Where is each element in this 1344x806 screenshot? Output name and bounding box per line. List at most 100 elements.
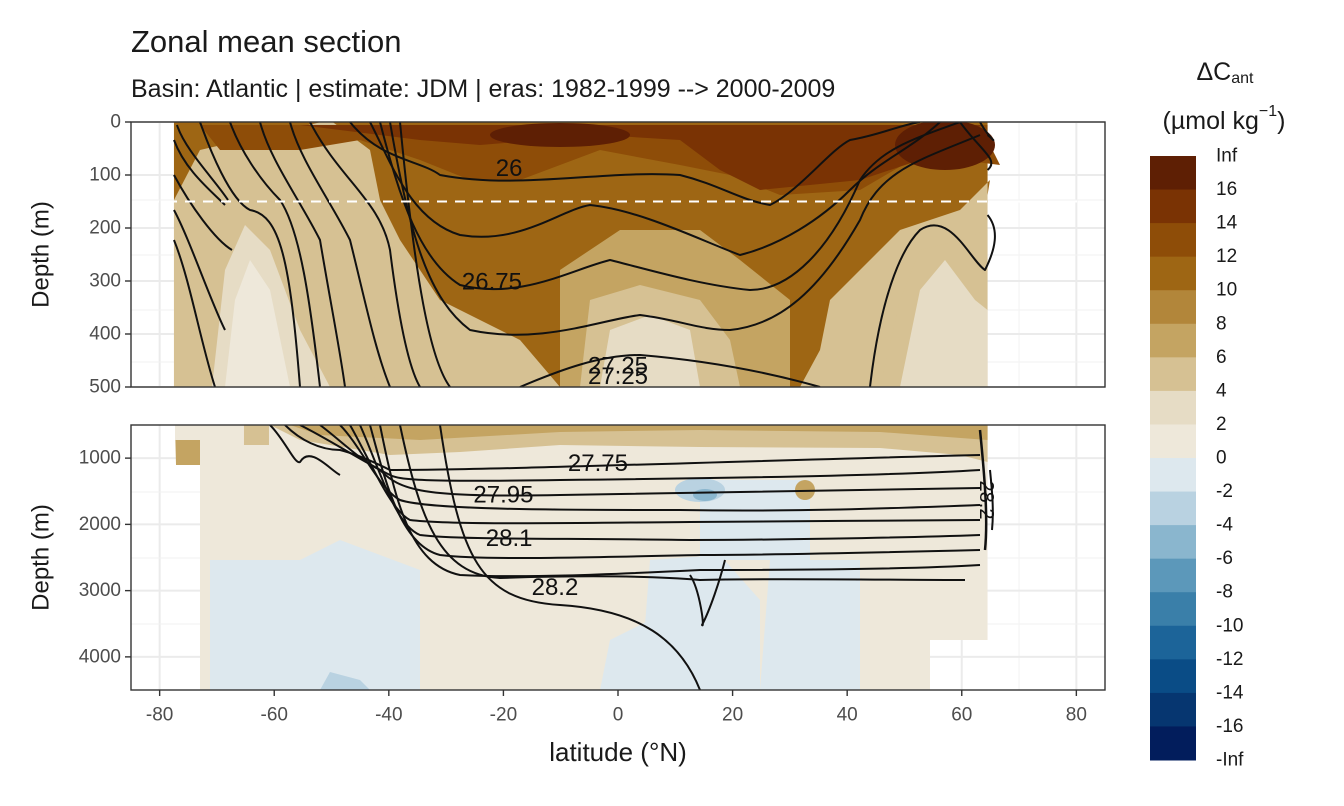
contour-line: [959, 122, 993, 171]
legend-swatch: [1150, 491, 1196, 526]
legend-label: -2: [1216, 481, 1233, 502]
legend-label: 4: [1216, 380, 1227, 401]
field-band: [243, 425, 269, 445]
x-tick-label: 40: [837, 705, 858, 726]
field-band: [860, 600, 930, 690]
legend-swatch: [1150, 625, 1196, 660]
contour-label: 28.2: [975, 481, 997, 520]
y-tick-label: 300: [89, 271, 121, 292]
legend-label: -12: [1216, 649, 1243, 670]
panel-upper: [131, 121, 1105, 388]
legend-label: -16: [1216, 716, 1243, 737]
contour-line: [173, 209, 226, 331]
contour-line: [259, 122, 346, 387]
legend-swatch: [1150, 424, 1196, 459]
field-band: [225, 260, 290, 387]
legend-label: -8: [1216, 582, 1233, 603]
field-band: [290, 425, 988, 440]
legend-label: 16: [1216, 179, 1237, 200]
contour-lines: [173, 122, 996, 387]
contour-line: [399, 425, 966, 581]
contour-label: 27.25: [588, 363, 648, 390]
legend-swatch: [1150, 357, 1196, 392]
legend-swatch: [1150, 156, 1196, 191]
contour-line: [389, 122, 981, 336]
contour-line: [379, 425, 981, 578]
contour-line: [989, 469, 994, 531]
x-tick-label: 0: [613, 705, 624, 726]
legend-label: 10: [1216, 280, 1237, 301]
legend-swatch: [1150, 659, 1196, 694]
contour-line: [173, 139, 226, 206]
legend-label: Inf: [1216, 146, 1238, 167]
contour-line: [309, 122, 421, 387]
contour-label: 27.75: [568, 450, 628, 477]
contour-line: [349, 122, 921, 206]
field-band: [320, 672, 370, 690]
legend-swatch: [1150, 323, 1196, 358]
x-tick-label: -60: [261, 705, 288, 726]
chart-title: Zonal mean section: [131, 24, 402, 59]
field-band: [600, 620, 660, 690]
contour-line: [289, 122, 391, 387]
chart-subtitle: Basin: Atlantic | estimate: JDM | eras: …: [131, 75, 836, 103]
colorbar-legend: ΔCant (µmol kg−1) Inf 16 14 12 10 8 6 4 2 0 -2 -4 -6 -8…: [1150, 58, 1285, 771]
legend-title: ΔCant: [1196, 58, 1254, 87]
field-band: [640, 555, 760, 690]
y-tick-label: 400: [89, 324, 121, 345]
legend-label: 14: [1216, 213, 1238, 234]
legend-swatch: [1150, 458, 1196, 493]
x-tick-label: 80: [1066, 705, 1087, 726]
x-tick-label: -40: [375, 705, 402, 726]
contour-line: [519, 354, 821, 387]
contour-line: [299, 425, 981, 482]
contour-line: [284, 425, 981, 471]
field-band: [600, 315, 700, 387]
contour-line: [379, 122, 961, 291]
field-band: [175, 425, 200, 440]
legend-swatch: [1150, 256, 1196, 291]
legend-label: -10: [1216, 615, 1243, 636]
legend-label: -Inf: [1216, 750, 1244, 771]
y-tick-label: 0: [110, 112, 121, 133]
contour-line: [176, 124, 229, 201]
legend-swatch: [1150, 189, 1196, 224]
contour-line: [369, 122, 941, 256]
legend-label: -6: [1216, 548, 1233, 569]
contour-line: [369, 425, 981, 560]
y-axis-title: Depth (m): [28, 201, 55, 308]
x-tick-label: -20: [490, 705, 517, 726]
y-tick-label: 200: [89, 218, 121, 239]
contour-line: [439, 425, 701, 690]
field-band: [210, 540, 420, 690]
contour-label: 28.1: [486, 525, 533, 552]
contour-lines: [269, 425, 994, 690]
contour-line: [199, 122, 301, 387]
field-band: [760, 560, 860, 690]
field-band: [300, 125, 983, 190]
y-tick-label: 3000: [79, 580, 121, 601]
contour-label: 26: [496, 155, 523, 182]
contour-label: 28.2: [532, 574, 579, 601]
legend-swatch: [1150, 290, 1196, 325]
contour-label: 27.95: [473, 482, 533, 509]
legend-swatch: [1150, 525, 1196, 560]
contour-label: 26.75: [462, 269, 522, 296]
legend-swatch: [1150, 692, 1196, 727]
y-tick-label: 1000: [79, 448, 121, 469]
x-tick-label: 20: [722, 705, 743, 726]
x-axis-title: latitude (°N): [549, 737, 687, 767]
field-band: [490, 123, 630, 147]
contour-line: [229, 122, 321, 387]
legend-label: 12: [1216, 246, 1237, 267]
y-tick-label: 4000: [79, 646, 121, 667]
field-gap: [180, 660, 200, 690]
contour-line: [979, 122, 995, 142]
contour-line: [173, 239, 216, 387]
contour-label: 27.25: [588, 352, 648, 379]
contour-line: [399, 122, 451, 387]
legend-label: 8: [1216, 313, 1227, 334]
legend-label: -4: [1216, 515, 1233, 536]
legend-label: -14: [1216, 682, 1244, 703]
y-tick-label: 100: [89, 165, 121, 186]
